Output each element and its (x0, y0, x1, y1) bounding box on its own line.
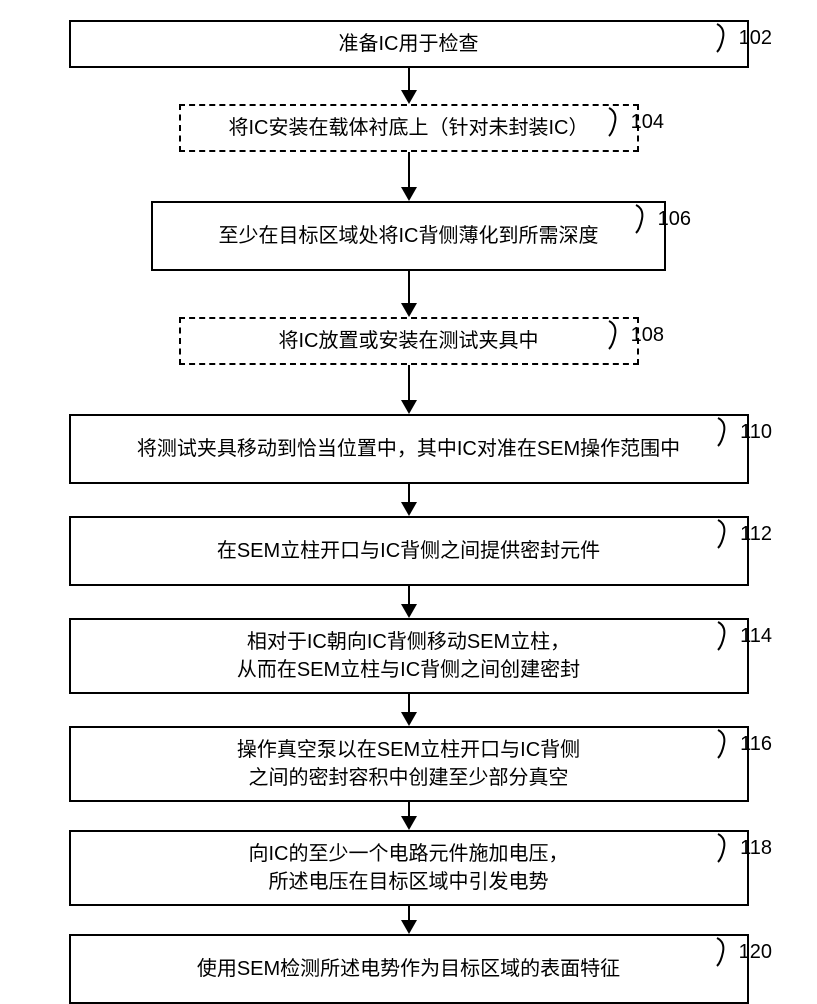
arrow-line (408, 906, 410, 920)
bracket-icon (716, 416, 740, 448)
step-text: 至少在目标区域处将IC背侧薄化到所需深度 (219, 222, 599, 250)
bracket-icon (715, 22, 739, 54)
step-box-112: 在SEM立柱开口与IC背侧之间提供密封元件 (69, 516, 749, 586)
step-row-104: 将IC安装在载体衬底上（针对未封装IC） 104 (30, 104, 787, 152)
step-box-114: 相对于IC朝向IC背侧移动SEM立柱， 从而在SEM立柱与IC背侧之间创建密封 (69, 618, 749, 694)
bracket-icon (715, 936, 739, 968)
arrow-line (408, 694, 410, 712)
step-label-120: 120 (715, 936, 772, 968)
arrow-head-icon (401, 303, 417, 317)
step-box-116: 操作真空泵以在SEM立柱开口与IC背侧 之间的密封容积中创建至少部分真空 (69, 726, 749, 802)
arrow-line (408, 152, 410, 187)
step-box-110: 将测试夹具移动到恰当位置中，其中IC对准在SEM操作范围中 (69, 414, 749, 484)
bracket-icon (634, 203, 658, 235)
step-box-108: 将IC放置或安装在测试夹具中 (179, 317, 639, 365)
step-label-112: 112 (716, 518, 772, 550)
step-text: 相对于IC朝向IC背侧移动SEM立柱， 从而在SEM立柱与IC背侧之间创建密封 (237, 628, 580, 684)
bracket-icon (716, 728, 740, 760)
step-box-106: 至少在目标区域处将IC背侧薄化到所需深度 (151, 201, 666, 271)
arrow-7 (401, 694, 417, 726)
step-label-116: 116 (716, 728, 772, 760)
step-row-106: 至少在目标区域处将IC背侧薄化到所需深度 106 (30, 201, 787, 271)
step-row-120: 使用SEM检测所述电势作为目标区域的表面特征 120 (30, 934, 787, 1004)
step-text: 将IC放置或安装在测试夹具中 (279, 327, 539, 355)
arrow-head-icon (401, 400, 417, 414)
step-row-102: 准备IC用于检查 102 (30, 20, 787, 68)
label-text: 112 (740, 523, 772, 546)
arrow-head-icon (401, 90, 417, 104)
step-row-116: 操作真空泵以在SEM立柱开口与IC背侧 之间的密封容积中创建至少部分真空 116 (30, 726, 787, 802)
step-row-108: 将IC放置或安装在测试夹具中 108 (30, 317, 787, 365)
bracket-icon (716, 832, 740, 864)
bracket-icon (607, 106, 631, 138)
arrow-line (408, 365, 410, 400)
arrow-head-icon (401, 816, 417, 830)
label-text: 102 (739, 27, 772, 50)
step-box-104: 将IC安装在载体衬底上（针对未封装IC） (179, 104, 639, 152)
arrow-6 (401, 586, 417, 618)
arrow-head-icon (401, 187, 417, 201)
step-row-110: 将测试夹具移动到恰当位置中，其中IC对准在SEM操作范围中 110 (30, 414, 787, 484)
step-label-102: 102 (715, 22, 772, 54)
label-text: 104 (631, 111, 664, 134)
step-label-108: 108 (607, 319, 664, 351)
step-row-114: 相对于IC朝向IC背侧移动SEM立柱， 从而在SEM立柱与IC背侧之间创建密封 … (30, 618, 787, 694)
arrow-4 (401, 365, 417, 414)
step-label-104: 104 (607, 106, 664, 138)
bracket-icon (716, 518, 740, 550)
arrow-2 (401, 152, 417, 201)
arrow-line (408, 484, 410, 502)
step-label-114: 114 (716, 620, 772, 652)
step-label-118: 118 (716, 832, 772, 864)
arrow-head-icon (401, 604, 417, 618)
step-box-102: 准备IC用于检查 (69, 20, 749, 68)
arrow-line (408, 68, 410, 90)
step-text: 使用SEM检测所述电势作为目标区域的表面特征 (197, 955, 620, 983)
arrow-line (408, 271, 410, 303)
arrow-9 (401, 906, 417, 934)
bracket-icon (607, 319, 631, 351)
step-text: 将测试夹具移动到恰当位置中，其中IC对准在SEM操作范围中 (137, 435, 680, 463)
step-box-120: 使用SEM检测所述电势作为目标区域的表面特征 (69, 934, 749, 1004)
arrow-line (408, 586, 410, 604)
step-text: 在SEM立柱开口与IC背侧之间提供密封元件 (217, 537, 600, 565)
step-row-112: 在SEM立柱开口与IC背侧之间提供密封元件 112 (30, 516, 787, 586)
arrow-1 (401, 68, 417, 104)
arrow-8 (401, 802, 417, 830)
label-text: 118 (740, 837, 772, 860)
step-box-118: 向IC的至少一个电路元件施加电压， 所述电压在目标区域中引发电势 (69, 830, 749, 906)
step-text: 准备IC用于检查 (339, 30, 479, 58)
step-label-106: 106 (634, 203, 691, 235)
step-text: 将IC安装在载体衬底上（针对未封装IC） (229, 114, 589, 142)
label-text: 116 (740, 733, 772, 756)
step-label-110: 110 (716, 416, 772, 448)
arrow-3 (401, 271, 417, 317)
arrow-line (408, 802, 410, 816)
arrow-head-icon (401, 502, 417, 516)
flowchart-container: 准备IC用于检查 102 将IC安装在载体衬底上（针对未封装IC） 104 至少… (30, 20, 787, 1004)
step-text: 向IC的至少一个电路元件施加电压， 所述电压在目标区域中引发电势 (249, 840, 569, 896)
arrow-5 (401, 484, 417, 516)
label-text: 114 (740, 625, 772, 648)
arrow-head-icon (401, 920, 417, 934)
label-text: 108 (631, 324, 664, 347)
step-row-118: 向IC的至少一个电路元件施加电压， 所述电压在目标区域中引发电势 118 (30, 830, 787, 906)
label-text: 106 (658, 208, 691, 231)
label-text: 120 (739, 941, 772, 964)
arrow-head-icon (401, 712, 417, 726)
bracket-icon (716, 620, 740, 652)
step-text: 操作真空泵以在SEM立柱开口与IC背侧 之间的密封容积中创建至少部分真空 (237, 736, 580, 792)
label-text: 110 (740, 421, 772, 444)
